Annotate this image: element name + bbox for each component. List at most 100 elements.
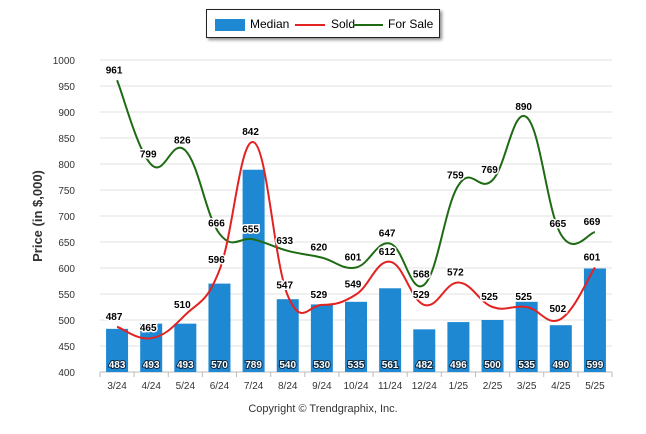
y-tick-label: 950 [58,82,75,93]
data-label-sold: 572 [447,268,464,279]
legend-label-for-sale: For Sale [388,17,434,31]
data-label-for-sale: 769 [481,165,498,176]
data-label-for-sale: 669 [584,217,601,228]
data-label-for-sale: 665 [549,219,566,230]
series-line-sold [116,141,596,340]
x-tick-label: 5/25 [585,381,605,392]
data-label-median: 493 [143,360,160,371]
legend-swatch-median [215,19,245,31]
bar-median [310,304,333,372]
bar-median [208,283,231,372]
bar-median [276,299,299,372]
x-tick-label: 9/24 [312,381,332,392]
x-tick-label: 2/25 [483,381,503,392]
data-label-for-sale: 961 [106,65,123,76]
legend-swatch-sold [295,24,325,26]
copyright-text: Copyright © Trendgraphix, Inc. [248,403,398,415]
data-label-sold: 601 [584,252,601,263]
bar-median [345,301,367,372]
bar-median [413,329,436,372]
data-label-median: 482 [416,360,433,371]
data-label-median: 535 [518,360,535,371]
x-tick-label: 3/25 [517,381,537,392]
data-label-median: 490 [552,360,569,371]
data-label-for-sale: 799 [140,150,157,161]
data-label-sold: 510 [174,300,191,311]
y-tick-label: 800 [58,160,75,171]
y-tick-label: 850 [58,134,75,145]
data-label-sold: 525 [481,292,498,303]
y-tick-label: 400 [58,368,75,379]
y-tick-label: 900 [58,108,75,119]
legend-swatch-for-sale [353,24,383,26]
data-label-sold: 529 [311,290,328,301]
y-axis-title: Price (in $,000) [30,170,45,262]
y-tick-label: 700 [58,212,75,223]
bar-median [549,325,572,372]
data-label-for-sale: 601 [345,252,362,263]
data-label-for-sale: 568 [413,270,430,281]
bar-median [140,323,163,372]
y-tick-label: 550 [58,290,75,301]
data-label-median: 500 [484,360,501,371]
bar-median [583,268,606,372]
data-label-for-sale: 666 [208,219,225,230]
data-label-sold: 549 [345,280,362,291]
x-tick-label: 4/24 [141,381,161,392]
data-label-sold: 547 [276,281,293,292]
data-label-sold: 529 [413,290,430,301]
bar-median [106,328,129,372]
data-label-for-sale: 759 [447,170,464,181]
data-label-for-sale: 826 [174,135,191,146]
y-tick-label: 750 [58,186,75,197]
legend: Median Sold For Sale [206,9,440,38]
data-label-sold: 502 [549,304,566,315]
data-label-sold: 465 [140,323,157,334]
series-line-for-sale [116,79,596,288]
x-tick-label: 1/25 [449,381,469,392]
bar-median [242,169,265,372]
data-label-for-sale: 647 [379,229,396,240]
x-tick-label: 8/24 [278,381,298,392]
y-tick-label: 600 [58,264,75,275]
data-label-median: 496 [450,360,467,371]
x-tick-label: 11/24 [378,381,403,392]
data-label-median: 789 [245,360,262,371]
data-label-sold: 612 [379,247,396,258]
bar-median [447,322,470,372]
data-label-sold: 842 [242,127,259,138]
data-label-for-sale: 890 [515,102,532,113]
y-tick-label: 500 [58,316,75,327]
bar-median [174,323,197,372]
data-label-for-sale: 655 [242,224,259,235]
data-label-sold: 596 [208,255,225,266]
bar-median [481,320,504,372]
data-label-median: 535 [348,360,365,371]
data-label-median: 570 [211,360,228,371]
data-label-median: 530 [314,360,331,371]
legend-label-median: Median [250,17,290,31]
data-label-median: 540 [279,360,296,371]
y-tick-label: 650 [58,238,75,249]
y-tick-label: 1000 [53,56,76,67]
bar-median [515,301,538,372]
data-label-for-sale: 633 [276,236,293,247]
x-tick-label: 4/25 [551,381,571,392]
y-tick-label: 450 [58,342,75,353]
x-tick-label: 6/24 [210,381,230,392]
bar-median [379,288,402,372]
data-label-median: 493 [177,360,194,371]
x-tick-label: 7/24 [244,381,264,392]
x-tick-label: 10/24 [343,381,368,392]
data-label-median: 483 [109,360,126,371]
data-label-median: 599 [587,360,604,371]
x-tick-label: 12/24 [412,381,437,392]
data-label-sold: 487 [106,312,123,323]
legend-label-sold: Sold [331,17,356,31]
data-label-for-sale: 620 [311,243,328,254]
x-tick-label: 5/24 [176,381,196,392]
data-label-sold: 525 [515,292,532,303]
x-tick-label: 3/24 [107,381,127,392]
data-label-median: 561 [382,360,399,371]
